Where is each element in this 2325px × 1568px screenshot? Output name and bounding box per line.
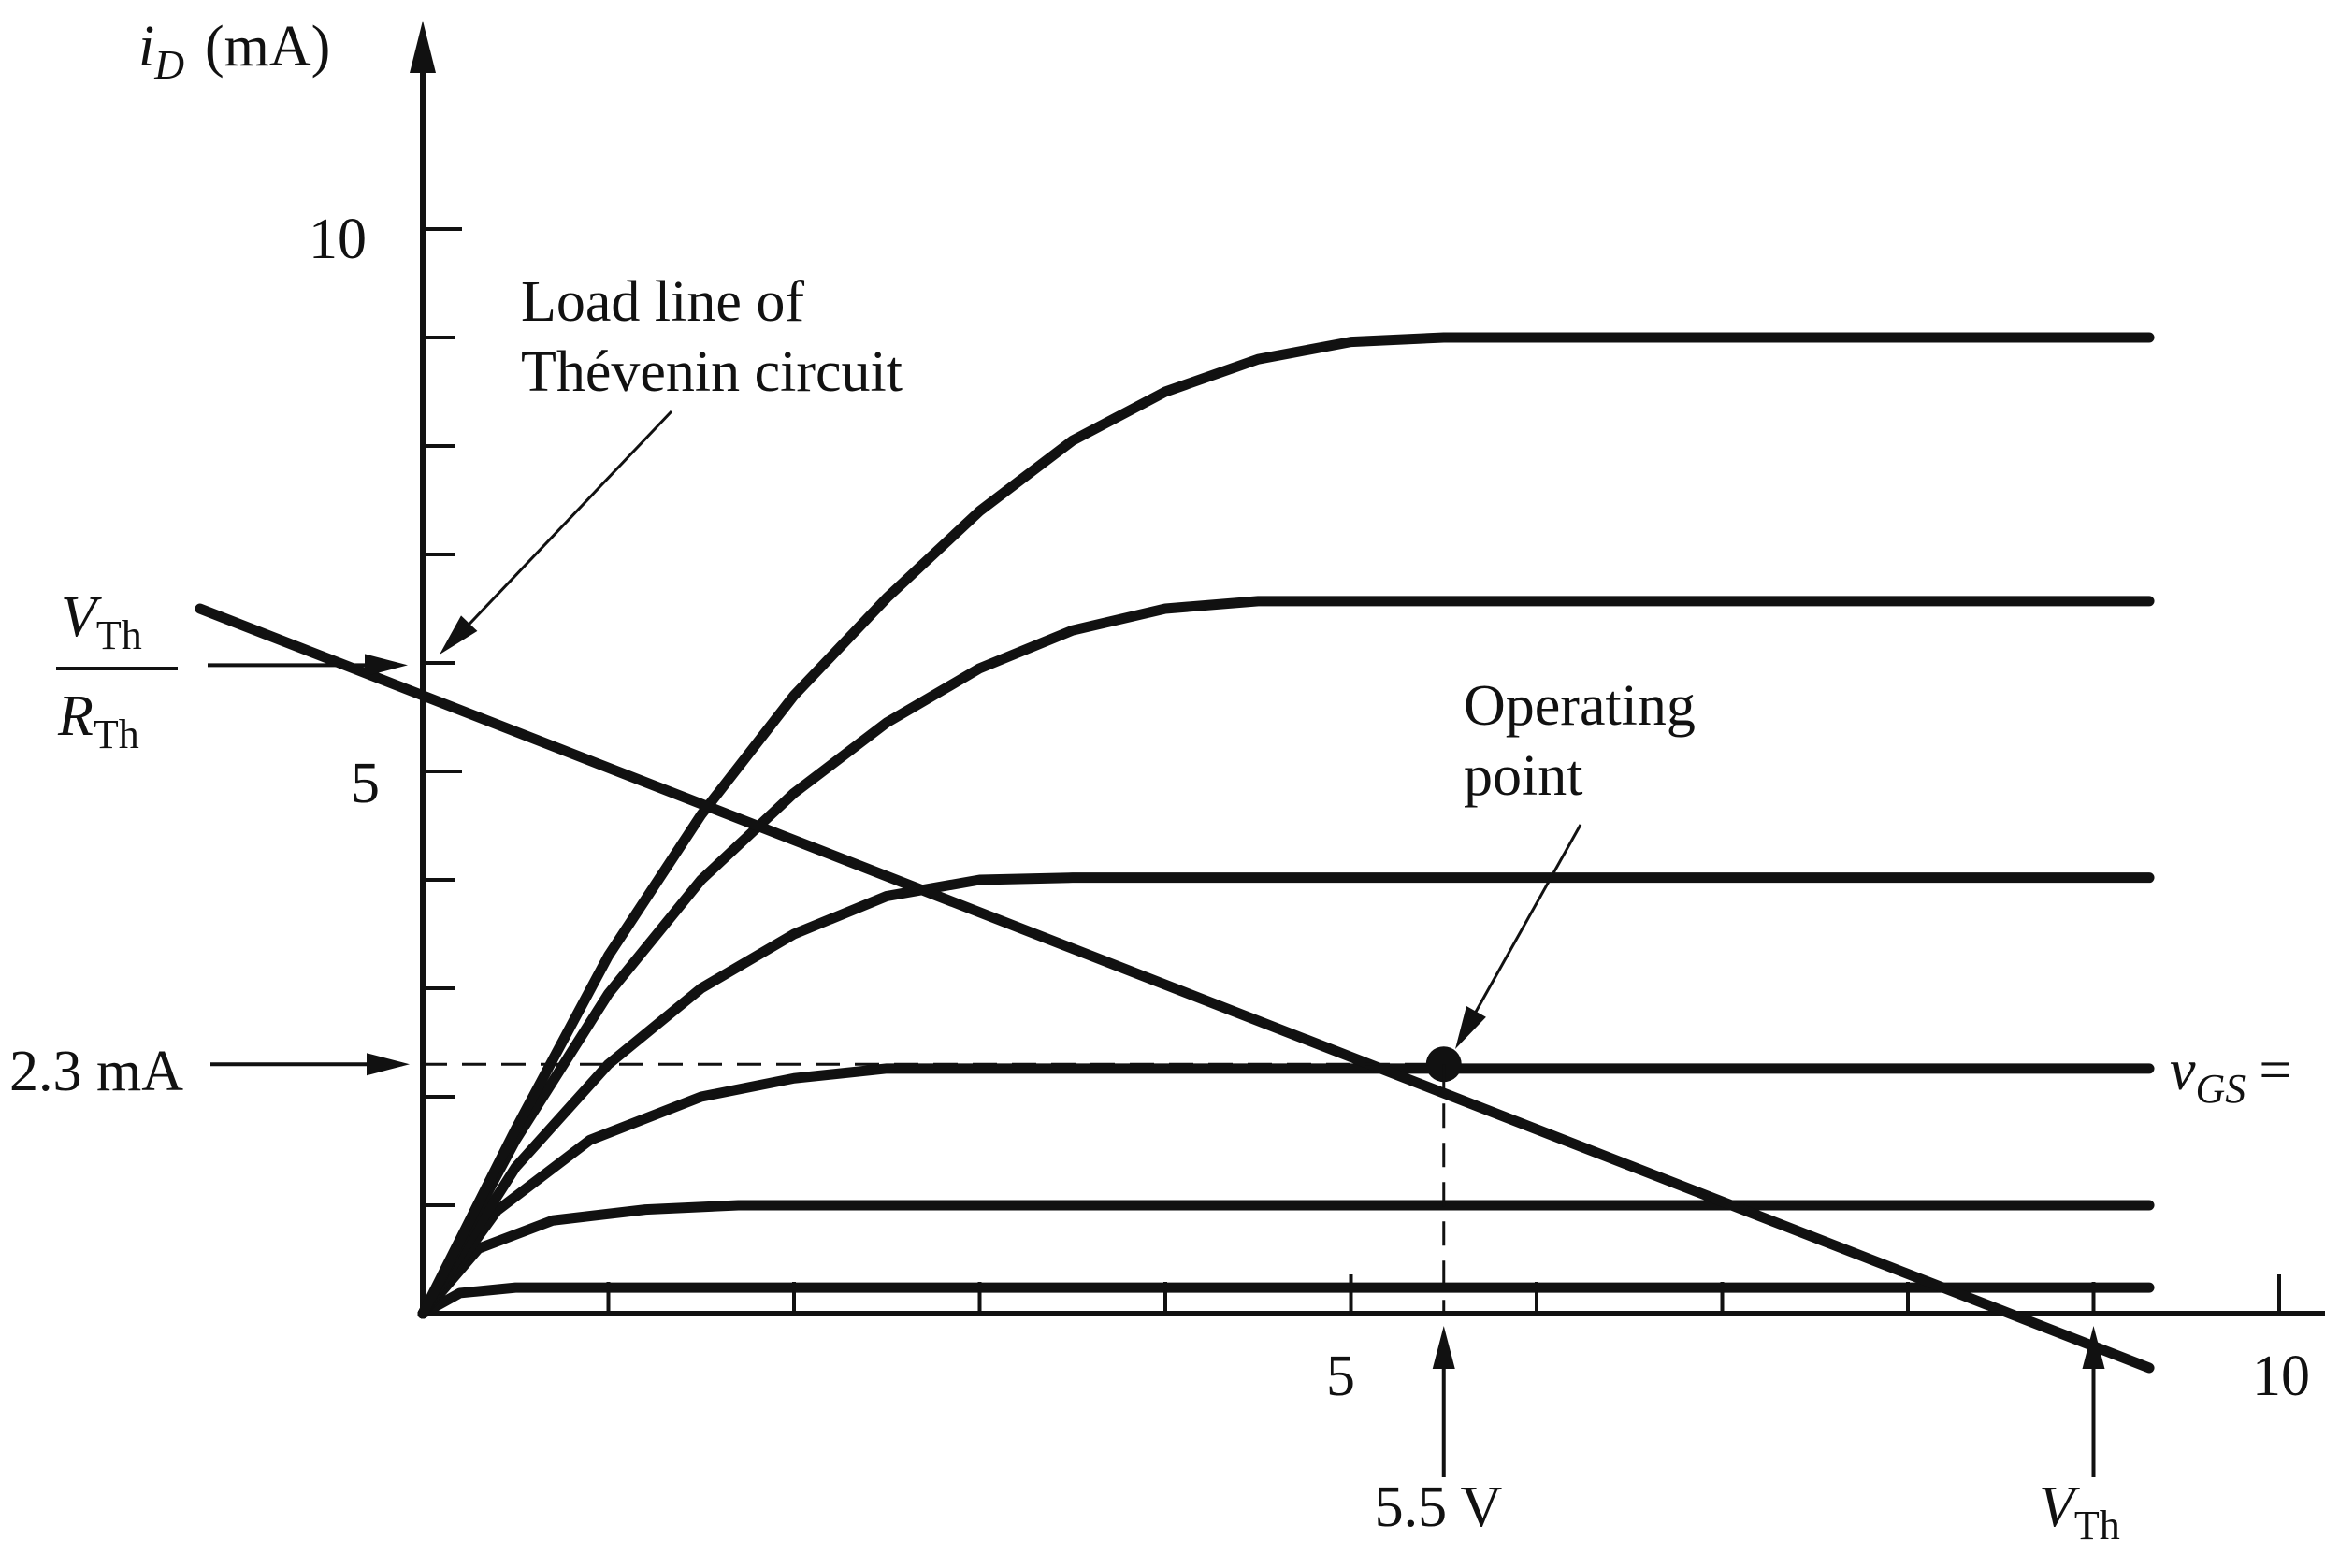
y-tick-label-10: 10 bbox=[309, 208, 367, 271]
vgs-curve-3 bbox=[417, 1063, 2155, 1319]
y-tick-label-5: 5 bbox=[351, 752, 380, 815]
operating-point-annotation-arrow-shaft bbox=[1465, 824, 1582, 1029]
labels: iD (mA) 10 5 5 10 VTh RTh 2.3 mA 5.5 V VT… bbox=[9, 15, 2310, 1548]
vgs-curve-4 bbox=[417, 872, 2155, 1319]
operating-point-annotation-arrow-head bbox=[1455, 1005, 1486, 1049]
vgs-curve-5 bbox=[417, 596, 2155, 1319]
load-line bbox=[195, 603, 2155, 1374]
characteristic-curves bbox=[195, 332, 2155, 1374]
rth-label-denominator: RTh bbox=[57, 684, 139, 757]
axes bbox=[410, 21, 2325, 1316]
load-line-annotation-line2: Thévenin circuit bbox=[521, 340, 903, 404]
vth-label-numerator: VTh bbox=[61, 585, 142, 658]
vth-rth-arrow-head bbox=[365, 654, 408, 677]
current-arrow-head bbox=[367, 1053, 410, 1076]
x-tick-label-10: 10 bbox=[2252, 1345, 2310, 1408]
current-label: 2.3 mA bbox=[9, 1040, 183, 1103]
vgs-label: vGS = bbox=[2170, 1039, 2291, 1112]
vgs-curve-1 bbox=[417, 1282, 2155, 1319]
load-line-annotation-arrow-head bbox=[440, 615, 478, 655]
vgs-curve-2 bbox=[417, 1200, 2155, 1319]
load-line-annotation-arrow-shaft bbox=[455, 410, 673, 640]
voltage-arrow-head bbox=[1432, 1326, 1455, 1369]
operating-point-annotation-line2: point bbox=[1464, 744, 1582, 808]
x-tick-label-5: 5 bbox=[1326, 1345, 1355, 1408]
vth-arrow-head bbox=[2082, 1326, 2105, 1369]
load-line-annotation-line1: Load line of bbox=[521, 270, 804, 334]
guide-lines bbox=[208, 410, 2105, 1477]
y-axis-label: iD (mA) bbox=[138, 15, 330, 88]
voltage-label: 5.5 V bbox=[1375, 1475, 1503, 1539]
operating-point-annotation-line1: Operating bbox=[1464, 674, 1696, 738]
y-axis-arrowhead bbox=[410, 21, 436, 73]
vth-x-label: VTh bbox=[2039, 1475, 2120, 1548]
vgs-curve-6 bbox=[417, 332, 2155, 1319]
